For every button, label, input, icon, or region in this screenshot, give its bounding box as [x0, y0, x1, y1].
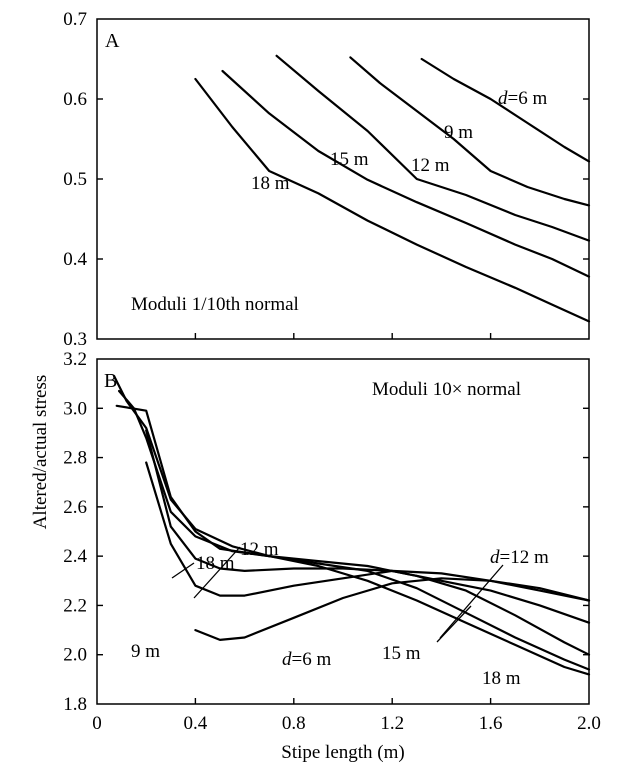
panel-b-leader-15m — [436, 605, 472, 643]
panel-a-series-d6m-line — [420, 57, 591, 163]
panel-a-y-ticks: 0.3 0.4 0.5 0.6 0.7 — [63, 9, 589, 350]
panel-a-label-12m: 12 m — [411, 155, 450, 176]
panel-a-curves — [194, 54, 591, 323]
panel-b-series-12m-line — [115, 404, 591, 656]
panel-a-label-9m: 9 m — [444, 122, 473, 143]
panel-a-series-12m-line — [275, 54, 591, 242]
y-axis-label: Altered/actual stress — [30, 375, 51, 530]
panel-b-ytick-label: 1.8 — [63, 694, 87, 715]
panel-b-label-18m-right: 18 m — [482, 668, 521, 689]
panel-b-label-d6m-d: d — [282, 649, 292, 670]
panel-b-ytick-label: 2.6 — [63, 497, 87, 518]
panel-b-label-12m: 12 m — [240, 539, 279, 560]
panel-a-label-18m: 18 m — [251, 173, 290, 194]
panel-a-series-18m-line — [194, 77, 591, 323]
panel-b-label-d12m: d=12 m — [490, 547, 549, 568]
panel-b-leader-d12m — [439, 564, 504, 639]
panel-b-label-d6m: d=6 m — [282, 649, 331, 670]
panel-b-label-d12m-d: d — [490, 547, 500, 568]
panel-b-label-d6m-rest: =6 m — [292, 649, 332, 670]
panel-b-xtick-label: 2.0 — [577, 713, 601, 734]
panel-a-series-9m-line — [349, 56, 591, 207]
panel-b-frame — [96, 358, 590, 705]
panel-a-ytick-label: 0.7 — [63, 9, 87, 30]
panel-a-frame — [96, 18, 590, 340]
panel-b-series-9m-line — [145, 429, 591, 624]
panel-b-series-d6m-line — [194, 577, 591, 641]
panel-b-ytick-label: 3.0 — [63, 398, 87, 419]
x-axis-label: Stipe length (m) — [281, 742, 404, 763]
panel-a-annotation: Moduli 1/10th normal — [131, 294, 299, 315]
panel-b-xtick-label: 1.6 — [479, 713, 503, 734]
panel-b-x-ticks: 0 0.4 0.8 1.2 1.6 2.0 — [92, 698, 601, 734]
panel-b-label-9m: 9 m — [131, 641, 160, 662]
panel-b-y-ticks: 1.8 2.0 2.2 2.4 2.6 2.8 3.0 3.2 — [63, 349, 589, 715]
panel-b: 1.8 2.0 2.2 2.4 2.6 2.8 3.0 3.2 0 0.4 0.8 1.2 1.6 2.… — [63, 349, 601, 734]
panel-b-leader-18m — [171, 562, 195, 579]
panel-b-xtick-label: 0.4 — [184, 713, 208, 734]
panel-a: 0.3 0.4 0.5 0.6 0.7 A Moduli 1/10th normal d… — [63, 9, 591, 350]
panel-b-annotation: Moduli 10× normal — [372, 379, 521, 400]
panel-a-ytick-label: 0.6 — [63, 89, 87, 110]
panel-a-label-d6m-d: d — [498, 88, 508, 109]
panel-a-ytick-label: 0.5 — [63, 169, 87, 190]
panel-b-ytick-label: 2.8 — [63, 448, 87, 469]
panel-b-xtick-label: 0.8 — [282, 713, 306, 734]
panel-b-ytick-label: 2.4 — [63, 546, 87, 567]
panel-a-ytick-label: 0.4 — [63, 249, 87, 270]
panel-a-label-d6m: d=6 m — [498, 88, 547, 109]
panel-a-series-15m-line — [221, 69, 591, 278]
panel-b-xtick-label: 1.2 — [380, 713, 404, 734]
panel-a-letter: A — [105, 30, 120, 52]
panel-b-label-18m-left: 18 m — [196, 553, 235, 574]
panel-b-xtick-label: 0 — [92, 713, 102, 734]
panel-b-letter: B — [104, 370, 117, 392]
panel-b-ytick-label: 3.2 — [63, 349, 87, 370]
panel-b-curves — [113, 375, 591, 676]
panel-a-x-ticks — [194, 333, 492, 339]
panel-a-ytick-label: 0.3 — [63, 329, 87, 350]
panel-b-leader-12m — [193, 546, 241, 599]
panel-b-label-d12m-rest: =12 m — [500, 547, 549, 568]
panel-a-label-15m: 15 m — [330, 149, 369, 170]
panel-b-series-18m-line — [113, 375, 591, 676]
panel-b-ytick-label: 2.0 — [63, 645, 87, 666]
panel-b-ytick-label: 2.2 — [63, 595, 87, 616]
panel-b-label-15m: 15 m — [382, 643, 421, 664]
panel-b-series-15m-line — [118, 389, 591, 671]
panel-a-label-d6m-rest: =6 m — [508, 88, 548, 109]
